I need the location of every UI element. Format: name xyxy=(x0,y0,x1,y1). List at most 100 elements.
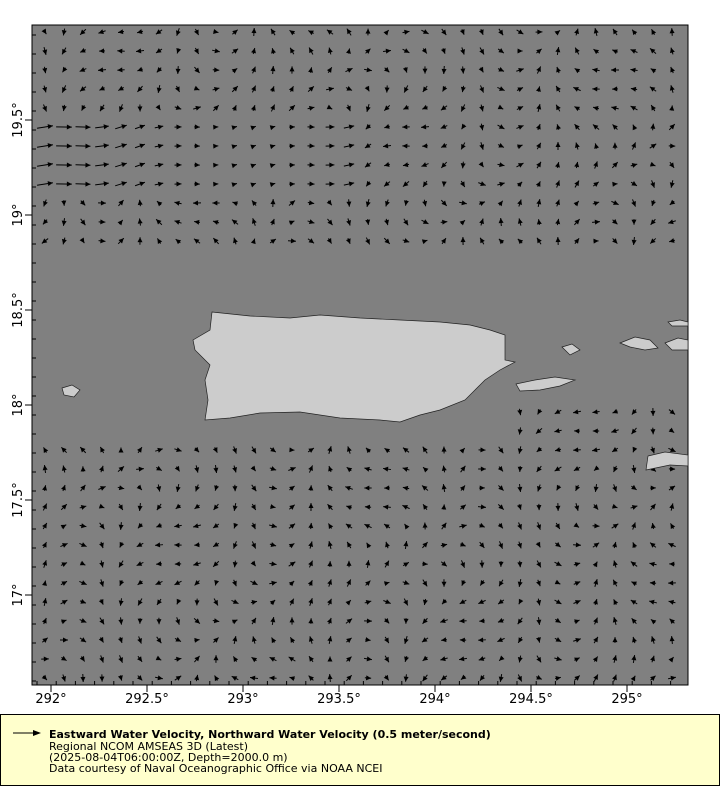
velocity-arrow xyxy=(174,181,182,187)
velocity-arrow xyxy=(213,124,219,130)
velocity-arrow xyxy=(328,523,334,530)
velocity-arrow xyxy=(631,484,637,491)
velocity-arrow xyxy=(269,182,276,188)
velocity-arrow xyxy=(498,674,504,682)
velocity-arrow xyxy=(232,201,238,207)
velocity-arrow xyxy=(536,465,542,473)
velocity-arrow xyxy=(56,181,72,187)
velocity-arrow xyxy=(81,105,87,111)
velocity-arrow xyxy=(42,218,49,225)
velocity-arrow xyxy=(269,447,277,453)
velocity-arrow xyxy=(422,579,428,587)
velocity-arrow xyxy=(441,579,447,587)
velocity-arrow xyxy=(650,503,656,511)
velocity-arrow xyxy=(573,675,581,681)
velocity-arrow xyxy=(42,598,48,606)
velocity-arrow xyxy=(154,181,164,187)
velocity-arrow xyxy=(325,143,335,149)
velocity-arrow xyxy=(574,123,580,131)
lat-tick-label: 19° xyxy=(11,203,26,226)
velocity-arrow xyxy=(517,218,523,226)
velocity-arrow xyxy=(98,636,104,643)
velocity-arrow xyxy=(498,541,503,549)
velocity-arrow xyxy=(155,447,163,453)
velocity-arrow xyxy=(251,503,257,511)
velocity-arrow xyxy=(251,200,258,206)
velocity-arrow xyxy=(118,617,124,625)
velocity-arrow xyxy=(117,29,125,35)
velocity-arrow xyxy=(346,579,352,587)
velocity-arrow xyxy=(555,237,561,245)
velocity-arrow xyxy=(326,199,333,206)
velocity-arrow xyxy=(307,181,315,187)
velocity-arrow xyxy=(250,599,258,605)
velocity-arrow xyxy=(555,199,560,207)
velocity-arrow xyxy=(79,618,87,623)
velocity-arrow xyxy=(175,503,182,510)
velocity-arrow xyxy=(41,637,49,643)
velocity-arrow xyxy=(119,541,125,548)
velocity-arrow xyxy=(573,637,581,643)
velocity-arrow xyxy=(612,579,618,587)
velocity-arrow xyxy=(327,674,333,682)
velocity-arrow xyxy=(364,504,372,510)
velocity-arrow xyxy=(60,562,68,567)
velocity-arrow xyxy=(155,48,163,54)
velocity-arrow xyxy=(156,503,162,511)
velocity-arrow xyxy=(422,66,428,74)
velocity-arrow xyxy=(250,125,257,131)
velocity-arrow xyxy=(365,580,371,586)
velocity-arrow xyxy=(536,617,542,625)
velocity-arrow xyxy=(364,143,372,149)
velocity-arrow xyxy=(555,218,561,226)
velocity-arrow xyxy=(42,464,48,474)
velocity-arrow xyxy=(593,484,599,492)
velocity-arrow xyxy=(631,427,637,435)
velocity-arrow xyxy=(517,655,523,663)
velocity-arrow xyxy=(572,409,582,415)
velocity-arrow xyxy=(194,542,200,548)
velocity-arrow xyxy=(383,674,390,681)
velocity-arrow xyxy=(251,541,257,549)
velocity-arrow xyxy=(384,162,390,167)
velocity-arrow xyxy=(43,447,49,453)
velocity-arrow xyxy=(155,675,163,681)
velocity-arrow xyxy=(536,560,542,568)
velocity-arrow xyxy=(536,598,542,606)
velocity-arrow xyxy=(497,86,505,92)
velocity-arrow xyxy=(650,104,656,112)
velocity-arrow xyxy=(364,675,372,681)
velocity-arrow xyxy=(345,485,353,491)
velocity-arrow xyxy=(479,85,484,93)
velocity-arrow xyxy=(612,408,619,414)
velocity-arrow xyxy=(98,29,106,34)
velocity-arrow xyxy=(440,199,448,207)
st-croix xyxy=(645,451,689,471)
velocity-arrow xyxy=(194,181,200,187)
velocity-arrow xyxy=(440,105,448,111)
velocity-arrow xyxy=(327,561,333,567)
velocity-arrow xyxy=(136,29,144,34)
velocity-arrow xyxy=(479,560,485,568)
velocity-arrow xyxy=(115,162,127,168)
velocity-arrow xyxy=(516,144,523,150)
velocity-arrow xyxy=(517,636,524,644)
velocity-arrow xyxy=(440,124,448,129)
velocity-arrow xyxy=(365,48,371,54)
velocity-arrow xyxy=(193,85,200,91)
velocity-arrow xyxy=(574,47,580,55)
velocity-arrow xyxy=(573,466,581,472)
velocity-arrow xyxy=(251,66,256,74)
velocity-arrow xyxy=(440,561,448,567)
velocity-arrow xyxy=(345,599,352,606)
velocity-arrow xyxy=(343,124,355,130)
velocity-arrow xyxy=(593,617,598,625)
velocity-arrow xyxy=(592,219,600,225)
velocity-arrow xyxy=(612,655,618,663)
velocity-arrow xyxy=(592,181,600,187)
velocity-arrow xyxy=(573,562,581,567)
velocity-arrow xyxy=(307,86,315,92)
velocity-arrow xyxy=(536,86,541,92)
velocity-arrow xyxy=(555,542,561,548)
velocity-arrow xyxy=(403,218,409,226)
